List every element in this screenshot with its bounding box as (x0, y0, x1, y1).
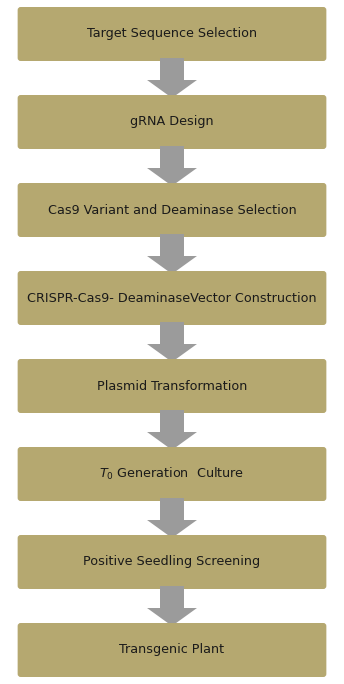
FancyBboxPatch shape (18, 535, 326, 589)
Polygon shape (147, 608, 197, 626)
Text: Transgenic Plant: Transgenic Plant (119, 644, 225, 657)
Polygon shape (147, 520, 197, 538)
FancyBboxPatch shape (18, 183, 326, 237)
Text: gRNA Design: gRNA Design (130, 116, 214, 129)
Text: Target Sequence Selection: Target Sequence Selection (87, 27, 257, 40)
FancyBboxPatch shape (160, 58, 184, 80)
FancyBboxPatch shape (18, 447, 326, 501)
Text: CRISPR-Cas9- DeaminaseVector Construction: CRISPR-Cas9- DeaminaseVector Constructio… (27, 291, 317, 304)
Polygon shape (147, 168, 197, 186)
Polygon shape (147, 256, 197, 274)
FancyBboxPatch shape (160, 410, 184, 432)
FancyBboxPatch shape (18, 271, 326, 325)
Text: $T_0$ Generation  Culture: $T_0$ Generation Culture (99, 466, 245, 482)
Text: Cas9 Variant and Deaminase Selection: Cas9 Variant and Deaminase Selection (47, 204, 297, 217)
FancyBboxPatch shape (18, 7, 326, 61)
Polygon shape (147, 344, 197, 362)
FancyBboxPatch shape (160, 322, 184, 344)
Polygon shape (147, 80, 197, 98)
FancyBboxPatch shape (18, 95, 326, 149)
FancyBboxPatch shape (160, 498, 184, 520)
Polygon shape (147, 432, 197, 450)
FancyBboxPatch shape (160, 146, 184, 168)
FancyBboxPatch shape (160, 234, 184, 256)
FancyBboxPatch shape (18, 623, 326, 677)
Text: Positive Seedling Screening: Positive Seedling Screening (84, 555, 260, 568)
FancyBboxPatch shape (18, 359, 326, 413)
FancyBboxPatch shape (160, 586, 184, 608)
Text: Plasmid Transformation: Plasmid Transformation (97, 380, 247, 393)
